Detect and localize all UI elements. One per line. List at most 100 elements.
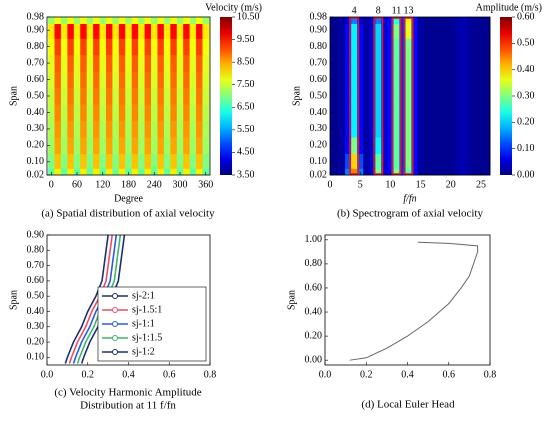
heatmap-cell xyxy=(93,153,100,169)
heatmap-cell xyxy=(387,23,394,39)
heatmap-cell xyxy=(429,87,437,105)
heatmap-cell xyxy=(105,87,113,105)
heatmap-cell xyxy=(441,71,449,89)
heatmap-cell xyxy=(369,71,376,89)
heatmap-cell xyxy=(118,104,126,122)
y-tick-label: 0.40 xyxy=(310,107,328,118)
heatmap-cell xyxy=(93,137,100,155)
heatmap-cell xyxy=(73,17,81,24)
y-tick-label: 0.02 xyxy=(27,169,45,180)
heatmap-cell xyxy=(441,168,449,176)
heatmap-cell xyxy=(151,104,158,122)
heatmap-cell xyxy=(351,104,358,122)
heatmap-cell xyxy=(465,153,473,169)
heatmap-cell xyxy=(80,120,88,138)
heatmap-cell xyxy=(333,23,340,39)
heatmap-cell xyxy=(176,54,184,72)
heatmap-cell xyxy=(399,87,406,105)
heatmap-cell xyxy=(411,38,418,56)
colorbar-tick-label: 0.60 xyxy=(517,11,535,22)
x-tick-label: 60 xyxy=(72,179,82,190)
heatmap-cell xyxy=(477,137,485,155)
heatmap-cell xyxy=(441,87,449,105)
heatmap-cell xyxy=(465,120,473,138)
heatmap-cell xyxy=(363,23,370,39)
heatmap-cell xyxy=(131,137,139,155)
heatmap-cell xyxy=(441,38,449,56)
caption: (a) Spatial distribution of axial veloci… xyxy=(41,208,215,220)
heatmap-cell xyxy=(189,120,197,138)
heatmap-cell xyxy=(54,54,62,72)
heatmap-cell xyxy=(417,104,424,122)
heatmap-cell xyxy=(381,120,388,138)
heatmap-cell xyxy=(399,153,406,169)
heatmap-cell xyxy=(93,168,100,176)
heatmap-cell xyxy=(333,104,340,122)
heatmap-cell xyxy=(183,38,191,56)
heatmap-cell xyxy=(477,104,485,122)
heatmap-cell xyxy=(471,38,479,56)
heatmap-cell xyxy=(170,71,178,89)
heatmap-cell xyxy=(345,17,352,24)
heatmap-cell xyxy=(387,137,394,155)
heatmap-cell xyxy=(105,137,113,155)
heatmap-cell xyxy=(477,168,485,176)
heatmap-cell xyxy=(99,120,107,138)
heatmap-cell xyxy=(93,54,100,72)
heatmap-cell xyxy=(86,153,94,169)
heatmap-cell xyxy=(477,120,485,138)
heatmap-cell xyxy=(345,38,352,56)
heatmap-cell xyxy=(189,104,197,122)
heatmap-cell xyxy=(393,168,400,176)
heatmap-cell xyxy=(417,120,424,138)
heatmap-cell xyxy=(459,54,467,72)
heatmap-cell xyxy=(54,23,62,39)
heatmap-cell xyxy=(393,54,400,72)
heatmap-cell xyxy=(93,71,100,89)
heatmap-cell xyxy=(157,87,165,105)
heatmap-cell xyxy=(483,54,491,72)
heatmap-cell xyxy=(447,120,455,138)
y-tick-label: 0.70 xyxy=(27,260,45,271)
colorbar-tick-label: 0.20 xyxy=(517,117,535,128)
heatmap-cell xyxy=(435,38,443,56)
heatmap-cell xyxy=(157,120,165,138)
caption: (d) Local Euler Head xyxy=(361,399,455,411)
heatmap-cell xyxy=(170,168,178,176)
heatmap-cell xyxy=(60,104,68,122)
heatmap-cell xyxy=(73,23,81,39)
heatmap-cell xyxy=(471,17,479,24)
heatmap-cell xyxy=(131,38,139,56)
series-line xyxy=(68,234,113,364)
heatmap-cell xyxy=(99,54,107,72)
heatmap-cell xyxy=(157,137,165,155)
heatmap-cell xyxy=(60,87,68,105)
x-tick-label: 120 xyxy=(95,179,110,190)
heatmap-cell xyxy=(435,153,443,169)
y-tick-label: 0.80 xyxy=(27,41,45,52)
heatmap-cell xyxy=(80,17,88,24)
heatmap-cell xyxy=(369,168,376,176)
y-tick-label: 0.90 xyxy=(310,24,328,35)
heatmap-cell xyxy=(176,137,184,155)
heatmap-cell xyxy=(196,23,203,39)
heatmap-cell xyxy=(196,153,203,169)
heatmap-cell xyxy=(345,71,352,89)
heatmap-cell xyxy=(138,71,145,89)
heatmap-cell xyxy=(363,54,370,72)
x-tick-label: 240 xyxy=(147,179,162,190)
heatmap-cell xyxy=(357,38,364,56)
heatmap-cell xyxy=(447,23,455,39)
heatmap-cell xyxy=(176,104,184,122)
heatmap-cell xyxy=(144,38,152,56)
heatmap-cell xyxy=(363,71,370,89)
heatmap-cell xyxy=(86,23,94,39)
heatmap-cell xyxy=(144,71,152,89)
heatmap-cell xyxy=(393,104,400,122)
heatmap-cell xyxy=(112,23,120,39)
x-tick-label: 360 xyxy=(198,179,213,190)
heatmap-cell xyxy=(381,87,388,105)
heatmap-cell xyxy=(157,71,165,89)
heatmap-cell xyxy=(176,71,184,89)
y-tick-label: 0.60 xyxy=(310,74,328,85)
